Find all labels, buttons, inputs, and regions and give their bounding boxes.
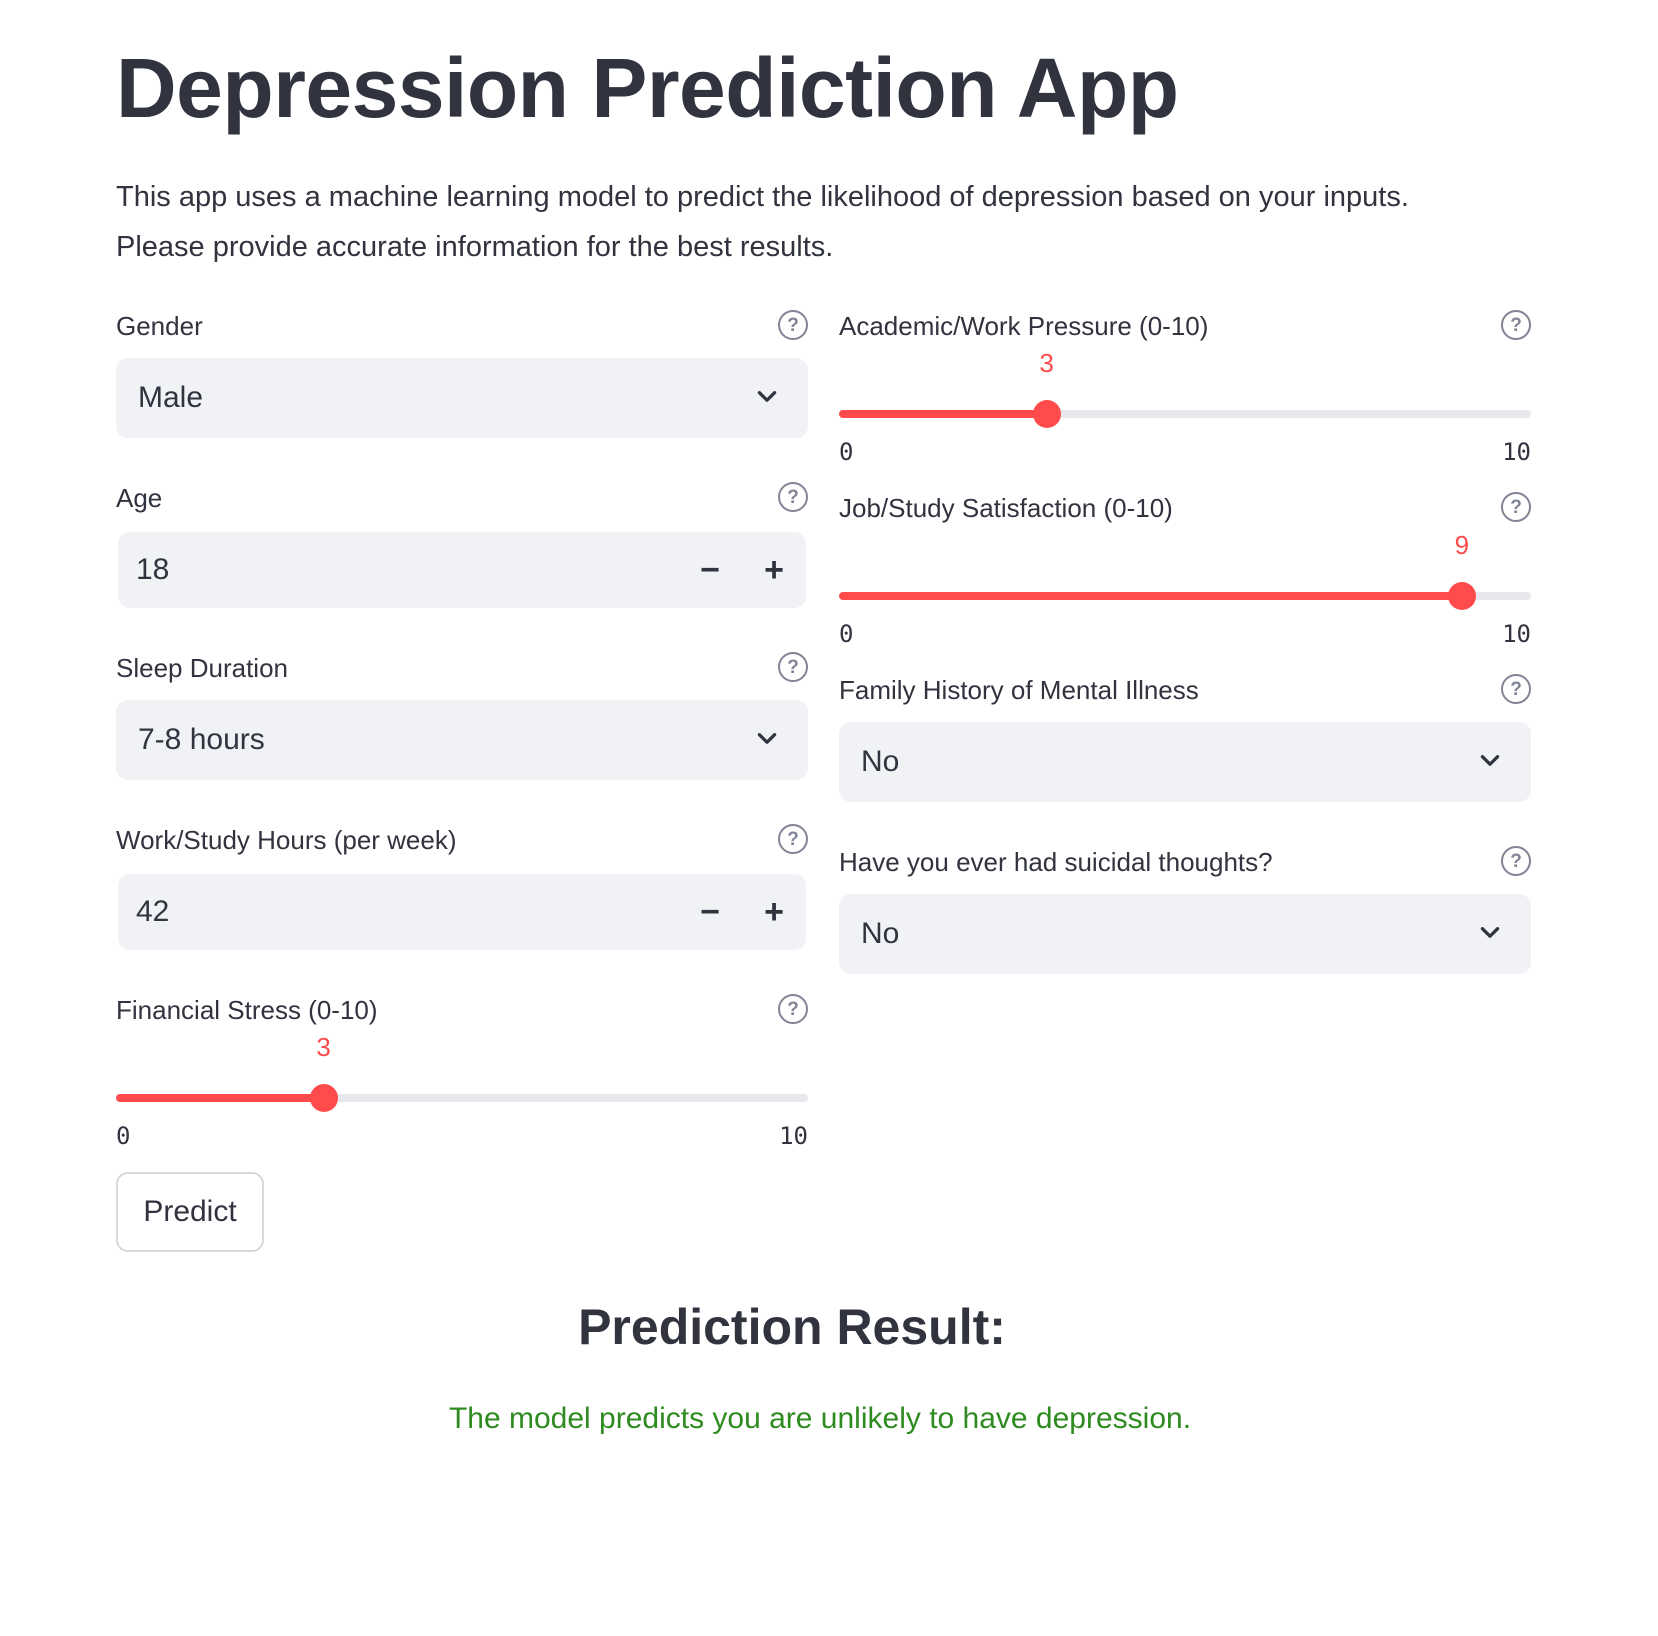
intro-text: This app uses a machine learning model t… <box>116 172 1556 272</box>
slider-value-label: 3 <box>316 1032 331 1062</box>
slider-track[interactable] <box>839 400 1531 428</box>
intro-line-2: Please provide accurate information for … <box>116 231 834 263</box>
suicidal-thoughts-field: Have you ever had suicidal thoughts? ? N… <box>839 842 1531 974</box>
family-history-field: Family History of Mental Illness ? No <box>839 670 1531 802</box>
predict-button[interactable]: Predict <box>116 1172 264 1252</box>
job-satisfaction-slider[interactable]: 9 0 10 <box>839 528 1531 648</box>
job-satisfaction-field: Job/Study Satisfaction (0-10) ? 9 0 10 <box>839 488 1531 648</box>
financial-stress-slider[interactable]: 3 0 10 <box>116 1030 808 1150</box>
left-column: Gender ? Male Age ? 18 − + Sleep Duratio… <box>116 306 808 1172</box>
financial-stress-label: Financial Stress (0-10) <box>116 994 378 1025</box>
work-hours-label-row: Work/Study Hours (per week) ? <box>116 820 808 860</box>
intro-line-1: This app uses a machine learning model t… <box>116 181 1409 213</box>
gender-field: Gender ? Male <box>116 306 808 438</box>
family-history-select-value: No <box>861 745 900 778</box>
page-title: Depression Prediction App <box>116 41 1179 135</box>
right-column: Academic/Work Pressure (0-10) ? 3 0 10 J… <box>839 306 1531 1014</box>
help-icon[interactable]: ? <box>778 824 808 854</box>
slider-track[interactable] <box>839 582 1531 610</box>
work-hours-field: Work/Study Hours (per week) ? 42 − + <box>116 820 808 950</box>
chevron-down-icon <box>1480 755 1500 766</box>
gender-label-row: Gender ? <box>116 306 808 346</box>
job-satisfaction-label-row: Job/Study Satisfaction (0-10) ? <box>839 488 1531 528</box>
help-icon[interactable]: ? <box>1501 674 1531 704</box>
suicidal-thoughts-label: Have you ever had suicidal thoughts? <box>839 846 1273 877</box>
work-hours-input-value[interactable]: 42 <box>136 895 170 928</box>
help-icon[interactable]: ? <box>778 994 808 1024</box>
help-icon[interactable]: ? <box>778 482 808 512</box>
help-icon[interactable]: ? <box>1501 846 1531 876</box>
sleep-select[interactable]: 7-8 hours <box>116 700 808 780</box>
chevron-down-icon <box>757 391 777 402</box>
age-increment-button[interactable]: + <box>764 550 784 589</box>
sleep-label-row: Sleep Duration ? <box>116 648 808 688</box>
sleep-field: Sleep Duration ? 7-8 hours <box>116 648 808 780</box>
slider-thumb[interactable] <box>309 1084 338 1112</box>
help-icon[interactable]: ? <box>1501 310 1531 340</box>
help-icon[interactable]: ? <box>778 310 808 340</box>
slider-max-label: 10 <box>779 1122 808 1150</box>
slider-value-label: 9 <box>1454 530 1470 560</box>
academic-pressure-label-row: Academic/Work Pressure (0-10) ? <box>839 306 1531 346</box>
help-icon[interactable]: ? <box>778 652 808 682</box>
chevron-down-icon <box>757 733 777 744</box>
suicidal-thoughts-select-value: No <box>861 917 900 950</box>
slider-thumb[interactable] <box>1447 582 1476 610</box>
suicidal-thoughts-label-row: Have you ever had suicidal thoughts? ? <box>839 842 1531 882</box>
age-number-input[interactable]: 18 − + <box>118 532 806 608</box>
result-message: The model predicts you are unlikely to h… <box>448 1402 1192 1435</box>
family-history-label: Family History of Mental Illness <box>839 674 1199 705</box>
slider-value-label: 3 <box>1039 348 1054 378</box>
age-label-row: Age ? <box>116 478 808 518</box>
chevron-down-icon <box>1480 927 1500 938</box>
slider-fill <box>839 410 1047 418</box>
age-input-value[interactable]: 18 <box>136 553 170 586</box>
age-label: Age <box>116 482 163 513</box>
slider-min-label: 0 <box>116 1122 131 1150</box>
slider-max-label: 10 <box>1502 620 1531 648</box>
gender-select[interactable]: Male <box>116 358 808 438</box>
slider-track[interactable] <box>116 1084 808 1112</box>
academic-pressure-slider[interactable]: 3 0 10 <box>839 346 1531 466</box>
slider-max-label: 10 <box>1502 438 1531 466</box>
age-decrement-button[interactable]: − <box>700 550 720 589</box>
work-hours-increment-button[interactable]: + <box>764 892 784 931</box>
work-hours-decrement-button[interactable]: − <box>700 892 720 931</box>
gender-label: Gender <box>116 310 203 341</box>
slider-min-label: 0 <box>839 438 854 466</box>
gender-select-value: Male <box>138 381 204 414</box>
work-hours-label: Work/Study Hours (per week) <box>116 824 457 855</box>
financial-stress-label-row: Financial Stress (0-10) ? <box>116 990 808 1030</box>
financial-stress-field: Financial Stress (0-10) ? 3 0 10 <box>116 990 808 1150</box>
slider-min-label: 0 <box>839 620 854 648</box>
family-history-select[interactable]: No <box>839 722 1531 802</box>
slider-thumb[interactable] <box>1032 400 1061 428</box>
suicidal-thoughts-select[interactable]: No <box>839 894 1531 974</box>
age-field: Age ? 18 − + <box>116 478 808 608</box>
help-icon[interactable]: ? <box>1501 492 1531 522</box>
academic-pressure-label: Academic/Work Pressure (0-10) <box>839 310 1209 341</box>
family-history-label-row: Family History of Mental Illness ? <box>839 670 1531 710</box>
sleep-label: Sleep Duration <box>116 652 288 683</box>
work-hours-number-input[interactable]: 42 − + <box>118 874 806 950</box>
slider-fill <box>839 592 1462 600</box>
job-satisfaction-label: Job/Study Satisfaction (0-10) <box>839 492 1173 523</box>
sleep-select-value: 7-8 hours <box>138 723 265 756</box>
slider-fill <box>116 1094 324 1102</box>
academic-pressure-field: Academic/Work Pressure (0-10) ? 3 0 10 <box>839 306 1531 466</box>
result-title: Prediction Result: <box>578 1299 1006 1355</box>
